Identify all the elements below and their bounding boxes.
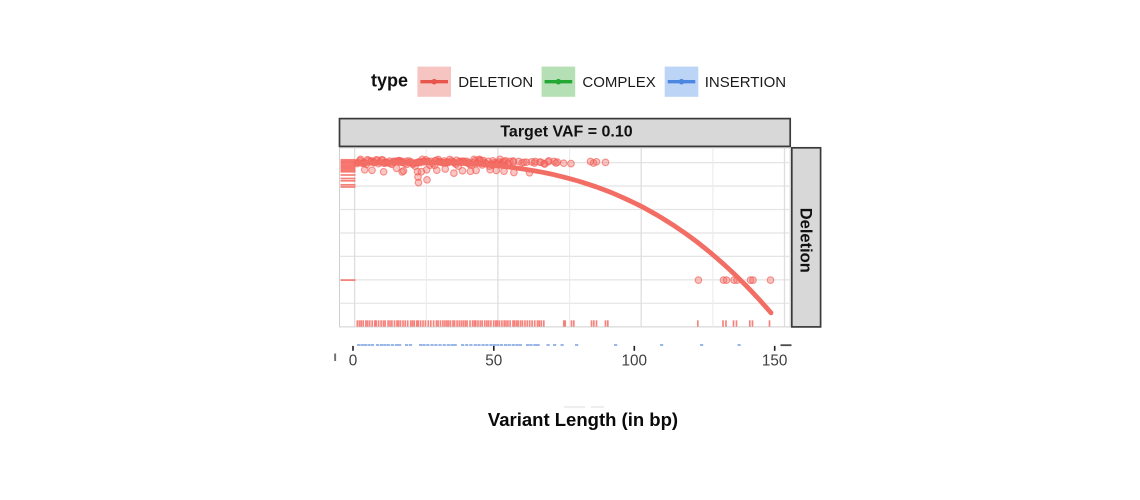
svg-text:Deletion: Deletion xyxy=(797,208,815,273)
svg-text:150: 150 xyxy=(762,353,788,370)
svg-text:DELETION: DELETION xyxy=(458,74,533,91)
svg-text:100: 100 xyxy=(622,353,648,370)
svg-text:INSERTION: INSERTION xyxy=(705,74,786,91)
svg-text:0: 0 xyxy=(349,353,358,370)
svg-text:Variant Length (in bp): Variant Length (in bp) xyxy=(488,409,678,430)
svg-text:Target VAF = 0.10: Target VAF = 0.10 xyxy=(500,124,632,141)
svg-text:50: 50 xyxy=(485,353,502,370)
svg-text:COMPLEX: COMPLEX xyxy=(582,74,655,91)
svg-text:type: type xyxy=(371,71,408,91)
